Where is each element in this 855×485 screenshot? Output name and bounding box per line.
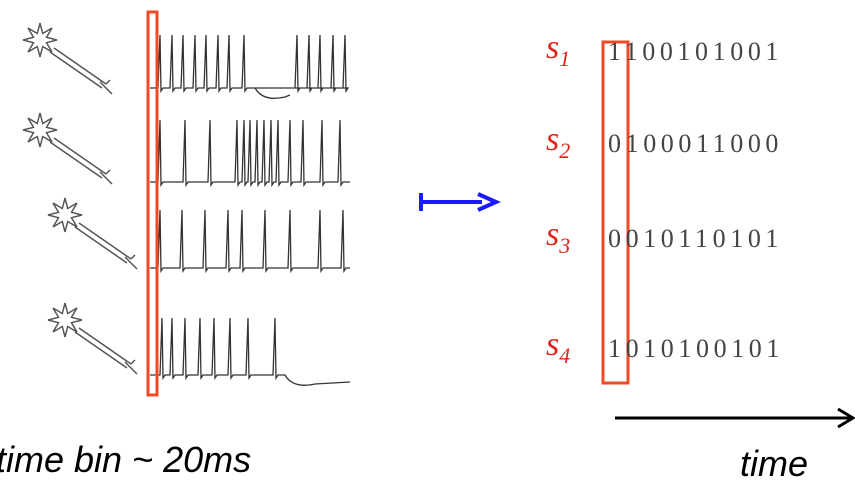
bit-string: 0100011000 xyxy=(608,129,783,158)
spike-trace xyxy=(150,317,351,386)
signal-label: s3 xyxy=(546,216,570,258)
neuron-icon xyxy=(22,112,113,185)
label-subscript: 3 xyxy=(558,233,570,258)
bit-string: 1100101001 xyxy=(608,37,783,66)
signal-label: s2 xyxy=(546,121,570,163)
label-subscript: 1 xyxy=(559,46,570,71)
neurons xyxy=(22,22,138,375)
neuron-icon xyxy=(47,197,138,270)
soma xyxy=(22,112,58,148)
signal-label: s1 xyxy=(546,29,570,71)
axon xyxy=(74,222,138,270)
axon xyxy=(49,47,113,95)
label-base: s xyxy=(546,121,559,158)
soma xyxy=(47,197,83,233)
soma xyxy=(22,22,58,58)
neuron-icon xyxy=(47,302,138,375)
maps-to-arrow xyxy=(419,192,501,212)
axon xyxy=(49,137,113,185)
time-bin-box xyxy=(146,10,159,397)
spike-trace xyxy=(150,34,350,99)
bit-string: 1010100101 xyxy=(608,334,784,363)
label-base: s xyxy=(546,326,559,363)
label-base: s xyxy=(546,216,559,253)
caption-time: time xyxy=(740,443,808,484)
caption-time-bin: time bin ~ 20ms xyxy=(0,439,251,480)
bit-string: 0010110101 xyxy=(608,224,783,253)
axon xyxy=(74,327,138,375)
spike-traces xyxy=(150,34,351,386)
spike-trace xyxy=(150,209,350,274)
signal-label: s4 xyxy=(546,326,570,368)
neuron-icon xyxy=(22,22,113,95)
column-box xyxy=(601,40,630,385)
time-arrow xyxy=(615,407,855,429)
spike-trace xyxy=(150,119,350,188)
label-subscript: 4 xyxy=(559,343,570,368)
soma xyxy=(47,302,83,338)
label-base: s xyxy=(546,29,559,66)
label-subscript: 2 xyxy=(559,138,570,163)
